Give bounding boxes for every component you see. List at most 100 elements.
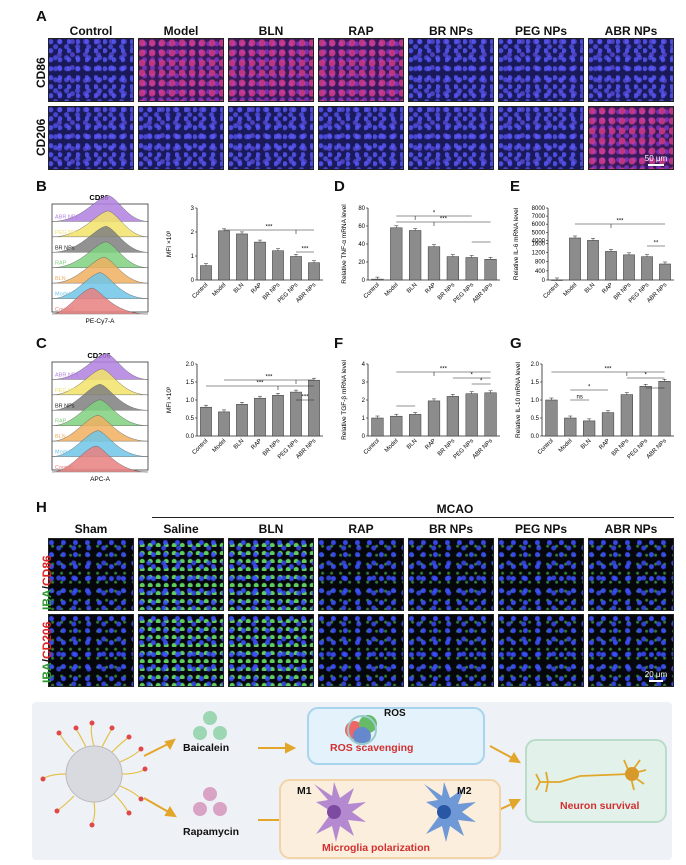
panel-a-column-5: PEG NPs	[514, 24, 568, 38]
bar	[254, 241, 266, 281]
m1-label: M1	[297, 785, 312, 797]
y-tick-label: 4000	[532, 238, 546, 244]
micrograph-h	[318, 614, 404, 687]
row-label-iba-cd206: IBA/CD206	[40, 621, 54, 683]
y-tick-label: 0.5	[186, 416, 195, 422]
x-tick-label: ABR NPs	[646, 282, 668, 304]
x-tick-label: RAP	[424, 438, 437, 451]
y-tick-label: 4	[362, 362, 366, 368]
panel-a-column-1: Model	[163, 24, 199, 38]
micrograph-a	[318, 106, 404, 170]
panel-a-row-1: CD206	[34, 118, 48, 156]
significance-mark: *	[588, 385, 591, 391]
significance-mark: *	[645, 373, 648, 379]
micrograph-h	[138, 538, 224, 611]
micrograph-h	[588, 538, 674, 611]
significance-mark: ***	[440, 217, 448, 223]
significance-mark: ***	[301, 247, 309, 253]
bar-chart-g: 0.0 0.5 1.0 1.5 2.0 Relative IL-10 mRNA level…	[515, 362, 674, 461]
y-tick-label: 1	[362, 416, 366, 422]
x-tick-label: Model	[212, 282, 228, 298]
micrograph-a	[498, 106, 584, 170]
y-tick-label: 400	[535, 269, 546, 275]
flow-legend-label: BR NPs	[55, 245, 75, 251]
y-tick-label: 40	[358, 242, 365, 248]
y-tick-label: 0	[542, 278, 546, 284]
mcao-line	[152, 517, 674, 518]
x-tick-label: RAP	[601, 282, 614, 295]
panel-a-column-4: BR NPs	[428, 24, 473, 38]
x-tick-label: Model	[558, 438, 574, 454]
micrograph-h	[408, 614, 494, 687]
x-tick-label: BLN	[580, 438, 592, 450]
y-axis-label: Relative TGF-β mRNA level	[341, 360, 348, 440]
flow-legend-label: BLN	[55, 276, 66, 282]
bar	[484, 259, 497, 281]
micrograph-h	[228, 614, 314, 687]
micrograph-a	[408, 38, 494, 102]
x-tick-label: Control	[363, 438, 381, 456]
panel-label-d: D	[334, 178, 345, 195]
bar	[390, 415, 403, 437]
significance-mark: ***	[265, 225, 273, 231]
y-axis-label: Relative TNF-α mRNA level	[341, 204, 348, 284]
panel-label-c: C	[36, 335, 47, 352]
panel-h-column-0: Sham	[74, 522, 108, 536]
y-tick-label: 1.0	[186, 398, 195, 404]
x-tick-label: BLN	[233, 282, 245, 294]
flow-title: CD86	[89, 193, 108, 202]
significance-mark: ns	[577, 395, 583, 401]
y-tick-label: 0.5	[531, 416, 540, 422]
significance-mark: ***	[265, 375, 273, 381]
bar	[484, 392, 497, 437]
y-tick-label: 8000	[532, 206, 546, 212]
panel-a-column-6: ABR NPs	[604, 24, 658, 38]
ros-scavenging-label: ROS scavenging	[330, 742, 414, 754]
micrograph-h	[588, 614, 674, 687]
y-tick-label: 2	[191, 230, 195, 236]
micrograph-a	[228, 106, 314, 170]
x-tick-label: RAP	[424, 282, 437, 295]
micrograph-a	[138, 106, 224, 170]
x-tick-label: BLN	[233, 438, 245, 450]
x-tick-label: ABR NPs	[646, 438, 668, 460]
bar	[218, 230, 230, 281]
flow-histogram-cd86: CD86 ABR NPs PEG NPs BR NPs RAP BLN Model Contr…	[51, 193, 149, 325]
x-tick-label: ABR NPs	[295, 438, 317, 460]
bar	[290, 256, 302, 281]
x-tick-label: ABR NPs	[472, 438, 494, 460]
flow-legend-label: Control	[55, 307, 73, 313]
scalebar-h: 20 μm	[636, 670, 676, 682]
x-tick-label: ABR NPs	[472, 282, 494, 304]
bar	[371, 278, 384, 281]
bar-chart-d: 0 20 40 60 80 Relative TNF-α mRNA level Contro…	[341, 204, 500, 305]
flow-legend-label: ABR NPs	[55, 372, 78, 378]
flow-xlabel: PE-Cy7-A	[86, 318, 116, 325]
bar	[601, 412, 615, 437]
y-tick-label: 60	[358, 224, 365, 230]
bar	[446, 256, 459, 281]
y-tick-label: 7000	[532, 214, 546, 220]
x-tick-label: Control	[191, 438, 209, 456]
bar	[218, 411, 230, 437]
bar	[623, 254, 635, 281]
y-tick-label: 3	[191, 206, 195, 212]
bar	[659, 263, 671, 281]
flow-legend-label: RAP	[55, 261, 67, 267]
significance-mark: *	[471, 373, 474, 379]
flow-curve	[51, 430, 149, 457]
y-tick-label: 20	[358, 260, 365, 266]
flow-title: CD206	[87, 351, 110, 360]
micrograph-a	[228, 38, 314, 102]
m2-microglia-icon	[424, 782, 476, 842]
y-axis-label: MFI ×10³	[166, 230, 173, 257]
flow-legend-label: Model	[55, 450, 70, 456]
x-tick-label: Model	[384, 282, 400, 298]
y-tick-label: 1.5	[531, 380, 540, 386]
x-tick-label: Control	[191, 282, 209, 300]
bar	[371, 417, 384, 437]
y-tick-label: 0	[191, 278, 195, 284]
panel-a-row-0: CD86	[34, 57, 48, 88]
y-tick-label: 1.0	[531, 398, 540, 404]
